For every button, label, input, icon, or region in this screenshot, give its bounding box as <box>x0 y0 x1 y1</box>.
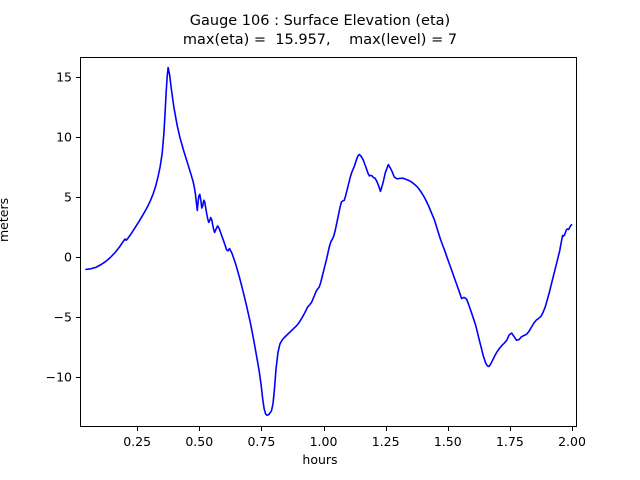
x-axis-tick-mark <box>137 427 139 431</box>
x-axis-tick-mark <box>447 427 449 431</box>
x-axis-tick-label: 1.25 <box>371 434 400 449</box>
chart-subtitle: max(eta) = 15.957, max(level) = 7 <box>182 32 458 48</box>
x-axis-tick-mark <box>323 427 325 431</box>
y-axis-tick-label: −5 <box>53 309 72 325</box>
x-axis-tick-mark <box>199 427 201 431</box>
x-axis-tick-label: 1.75 <box>495 434 524 449</box>
y-axis-label: meters <box>0 197 11 242</box>
y-axis-tick-label: 0 <box>64 249 72 265</box>
x-axis-tick-label: 1.00 <box>309 434 338 449</box>
y-axis-tick-mark <box>76 256 80 259</box>
y-axis-tick-mark <box>76 197 80 199</box>
x-axis-tick-label: 0.25 <box>123 434 152 449</box>
x-axis-tick-label: 0.75 <box>247 434 276 449</box>
y-axis-tick-label: 5 <box>64 189 72 205</box>
x-axis-tick-mark <box>385 427 387 431</box>
y-axis-tick-mark <box>76 77 80 79</box>
y-axis-tick-label: 15 <box>56 69 72 85</box>
x-axis-tick-label: 2.00 <box>558 434 586 449</box>
y-axis-tick-label: 10 <box>56 129 72 145</box>
x-axis-tick-label: 1.50 <box>433 434 462 449</box>
x-axis-tick-label: 0.50 <box>185 434 214 449</box>
y-axis-tick-mark <box>76 376 80 378</box>
x-axis-tick-mark <box>509 427 511 431</box>
y-axis-tick-mark <box>76 316 80 318</box>
x-axis-tick-mark <box>572 427 574 431</box>
x-axis-label: hours <box>302 452 338 467</box>
y-axis-tick-label: −10 <box>45 369 72 385</box>
x-axis-tick-mark <box>261 427 263 431</box>
eta-series-line <box>85 66 573 417</box>
chart-title-block: Gauge 106 : Surface Elevation (eta) max(… <box>0 12 640 50</box>
plot-area <box>80 57 577 427</box>
page-title: Gauge 106 : Surface Elevation (eta) <box>189 13 451 29</box>
y-axis-tick-mark <box>76 137 80 139</box>
